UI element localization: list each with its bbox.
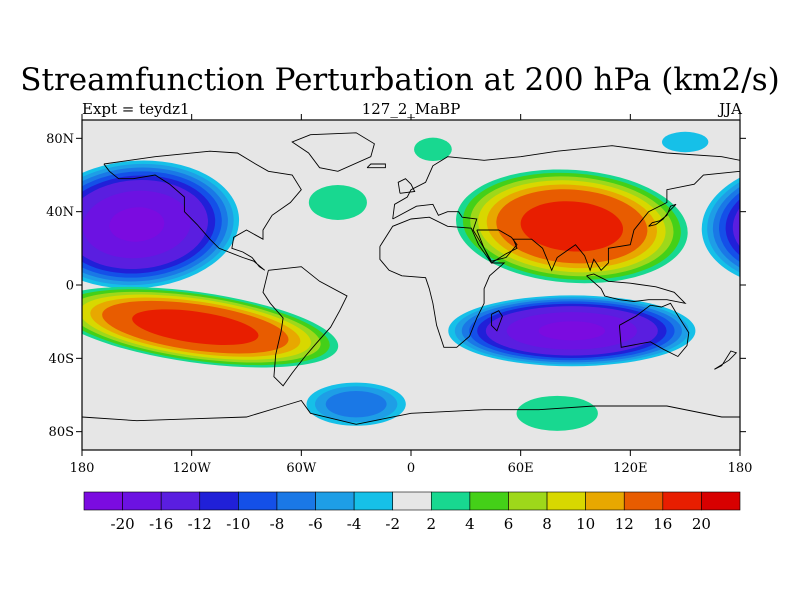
field-anomaly xyxy=(661,131,709,153)
field-anomaly xyxy=(516,395,598,431)
contour-band xyxy=(520,201,624,252)
colorbar-label: 20 xyxy=(692,515,711,533)
field-anomaly xyxy=(82,160,240,289)
contour-band xyxy=(308,185,367,220)
contour-band xyxy=(132,309,259,345)
x-tick-label: 180 xyxy=(728,461,753,476)
colorbar-swatch xyxy=(83,491,123,511)
colorbar-swatch xyxy=(276,491,316,511)
colorbar-swatch xyxy=(701,491,741,511)
colorbar-label: -16 xyxy=(149,515,173,533)
colorbar-swatch xyxy=(585,491,625,511)
x-tick-label: 120W xyxy=(173,461,212,476)
coastline xyxy=(476,229,518,262)
colorbar-label: -8 xyxy=(270,515,285,533)
colorbar-label: -4 xyxy=(347,515,362,533)
colorbar-label: -2 xyxy=(385,515,400,533)
colorbar-swatch xyxy=(430,491,471,511)
field-anomaly xyxy=(448,295,696,367)
colorbar-label: 12 xyxy=(615,515,634,533)
colorbar-label: 2 xyxy=(427,515,437,533)
streamfunction-field xyxy=(82,120,800,450)
field-anomaly xyxy=(414,137,452,161)
coastline xyxy=(618,302,690,358)
coastline xyxy=(262,266,348,387)
coastlines xyxy=(82,132,740,425)
colorbar-swatch xyxy=(469,491,509,511)
coastline xyxy=(291,132,375,172)
y-tick-label: 80S xyxy=(49,425,74,440)
colorbar-swatch xyxy=(508,491,548,511)
y-tick-label: 40N xyxy=(46,205,74,220)
colorbar-swatch xyxy=(238,491,278,511)
coastline xyxy=(379,216,506,348)
colorbar-swatch xyxy=(315,491,355,511)
axes: 180 120W 60W 0 60E 120E 180 80N 40N 0 40S 80S xyxy=(46,114,752,476)
colorbar-label: 10 xyxy=(576,515,595,533)
y-tick-label: 80N xyxy=(46,132,74,147)
field-anomaly xyxy=(306,382,406,426)
colorbar-swatch xyxy=(160,491,201,511)
colorbar: -20 -16 -12 -10 -8 -6 -4 -2 2 4 6 8 10 12 16 20 xyxy=(83,491,741,533)
colorbar-swatch xyxy=(392,491,432,511)
coastline xyxy=(586,273,687,305)
contour-band xyxy=(538,321,606,341)
colorbar-swatch xyxy=(546,491,586,511)
y-tick-label: 0 xyxy=(66,279,74,294)
coastline xyxy=(397,178,416,194)
colorbar-swatch xyxy=(199,491,239,511)
colorbar-label: 6 xyxy=(504,515,514,533)
colorbar-label: -10 xyxy=(226,515,250,533)
season-label: JJA xyxy=(719,100,742,118)
colorbar-label: 16 xyxy=(653,515,672,533)
x-tick-label: 120E xyxy=(613,461,647,476)
colorbar-label: 8 xyxy=(542,515,552,533)
y-tick-label: 40S xyxy=(49,352,74,367)
colorbar-label: -6 xyxy=(308,515,323,533)
colorbar-label: 4 xyxy=(465,515,475,533)
contour-band xyxy=(325,390,387,418)
colorbar-swatch xyxy=(662,491,702,511)
coastline xyxy=(366,163,386,169)
coastline xyxy=(490,310,503,332)
contour-band xyxy=(516,395,598,431)
colorbar-swatch xyxy=(122,491,162,511)
colorbar-label: -12 xyxy=(188,515,212,533)
colorbar-swatch xyxy=(353,491,394,511)
contour-band xyxy=(661,131,709,153)
x-tick-label: 180 xyxy=(70,461,95,476)
chart-title: Streamfunction Perturbation at 200 hPa (… xyxy=(20,62,780,98)
coastline xyxy=(103,150,302,271)
x-tick-label: 60E xyxy=(508,461,534,476)
x-tick-label: 60W xyxy=(286,461,317,476)
coastline xyxy=(648,203,677,227)
contour-band xyxy=(748,187,800,262)
colorbar-swatch xyxy=(623,491,664,511)
experiment-label: Expt = teydz1 xyxy=(82,100,190,118)
field-anomaly xyxy=(308,185,367,220)
contour-band xyxy=(109,207,165,242)
coastline xyxy=(392,145,740,272)
contour-band xyxy=(775,206,800,244)
run-label: 127_2_MaBP xyxy=(361,100,461,118)
coastline xyxy=(82,399,740,425)
contour-band xyxy=(414,137,452,161)
coastline xyxy=(714,350,738,370)
field-anomaly xyxy=(82,286,339,368)
colorbar-label: -20 xyxy=(111,515,135,533)
x-tick-label: 0 xyxy=(407,461,415,476)
